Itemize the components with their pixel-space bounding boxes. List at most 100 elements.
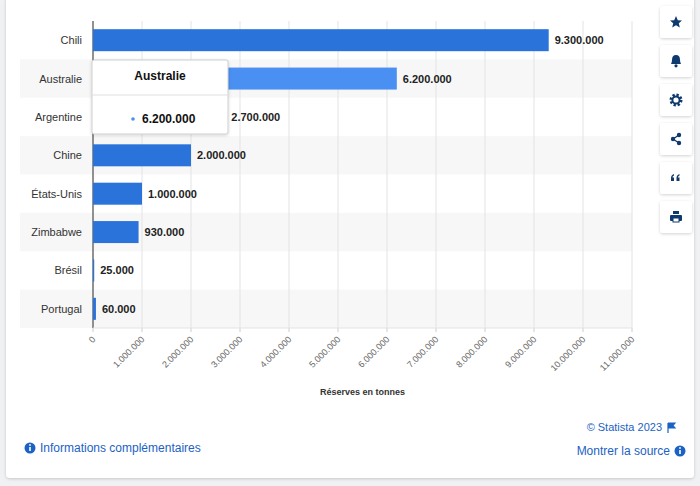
tick-mark: [485, 328, 486, 332]
data-label: 2.700.000: [231, 111, 280, 123]
row-band: [20, 213, 632, 251]
icon-info-dot: [679, 447, 681, 449]
icon-print-paper: [673, 211, 679, 214]
bar: [93, 183, 142, 205]
tick-mark: [583, 328, 584, 332]
data-label: 25.000: [100, 264, 134, 276]
toolbar-button[interactable]: [660, 162, 692, 194]
icon-share-node: [677, 141, 681, 145]
icon-info-dot: [29, 444, 31, 446]
icon-info-bar: [679, 450, 681, 454]
tick-mark: [436, 328, 437, 332]
tooltip-box: [92, 60, 228, 134]
bar: [93, 298, 96, 320]
grid-line: [583, 21, 584, 328]
toolbar-box: [660, 45, 692, 77]
icon-quote: [677, 174, 680, 181]
icon-flag: [668, 423, 675, 433]
bar: [93, 29, 549, 51]
toolbar-box: [660, 162, 692, 194]
tick-label: 3.000.000: [209, 334, 244, 369]
icon-gear-teeth: [671, 95, 681, 105]
toolbar-box: [660, 84, 692, 116]
row-band: [20, 136, 632, 174]
data-label: 9.300.000: [555, 34, 604, 46]
bar: [93, 221, 139, 243]
icon-info: [25, 443, 36, 454]
category-label: Portugal: [41, 303, 82, 315]
icon-info-bar: [29, 447, 31, 451]
tick-mark: [191, 328, 192, 332]
source-link[interactable]: Montrer la source: [577, 444, 671, 458]
tooltip-dot: [131, 117, 135, 121]
tick-label: 2.000.000: [160, 334, 195, 369]
grid-line: [632, 21, 633, 328]
bar: [93, 144, 191, 166]
icon-share-node: [677, 133, 681, 137]
icon-bell: [671, 55, 681, 64]
category-label: Chili: [61, 34, 82, 46]
tick-mark: [338, 328, 339, 332]
credit[interactable]: © Statista 2023: [587, 421, 662, 433]
bar: [93, 259, 94, 281]
tick-label: 6.000.000: [356, 334, 391, 369]
tick-mark: [534, 328, 535, 332]
category-label: Argentine: [35, 111, 82, 123]
category-label: Australie: [39, 73, 82, 85]
toolbar-box: [660, 6, 692, 38]
icon-print-body: [670, 215, 682, 221]
toolbar-box: [660, 201, 692, 233]
tick-mark: [240, 328, 241, 332]
icon-quote: [671, 174, 674, 181]
icon-star: [670, 16, 682, 28]
toolbar-box: [660, 123, 692, 155]
toolbar-button[interactable]: [660, 84, 692, 116]
tooltip: Australie 6.200.000: [92, 60, 228, 134]
toolbar-button[interactable]: [660, 45, 692, 77]
tick-mark: [142, 328, 143, 332]
category-label: États-Unis: [31, 188, 82, 200]
data-label: 930.000: [145, 226, 185, 238]
tick-mark: [632, 328, 633, 332]
tooltip-value: 6.200.000: [142, 112, 196, 126]
tick-label: 5.000.000: [307, 334, 342, 369]
tooltip-title: Australie: [134, 69, 186, 83]
tick-label: 0: [87, 334, 98, 345]
toolbar-button[interactable]: [660, 6, 692, 38]
tick-label: 4.000.000: [258, 334, 293, 369]
row-band: [20, 290, 632, 328]
grid-line: [534, 21, 535, 328]
toolbar-button[interactable]: [660, 123, 692, 155]
grid-line: [289, 21, 290, 328]
card: [6, 0, 694, 478]
tick-label: 8.000.000: [454, 334, 489, 369]
grid-line: [338, 21, 339, 328]
tick-label: 1.000.000: [111, 334, 146, 369]
grid-line: [485, 21, 486, 328]
icon-bell-clapper: [674, 64, 677, 67]
data-label: 1.000.000: [148, 188, 197, 200]
bars: [93, 29, 549, 320]
category-label: Brésil: [54, 264, 82, 276]
axis-title: Réserves en tonnes: [320, 387, 405, 397]
icon-gear: [672, 96, 679, 103]
icon-info: [675, 446, 686, 457]
tick-mark: [93, 328, 94, 332]
tick-label: 9.000.000: [503, 334, 538, 369]
category-label: Zimbabwe: [31, 226, 82, 238]
grid-line: [387, 21, 388, 328]
chart-root: 0 1.000.000 2.000.000 3.000.000 4.000.000 5.0…: [0, 0, 700, 486]
tick-mark: [289, 328, 290, 332]
toolbar-button[interactable]: [660, 201, 692, 233]
data-label: 60.000: [102, 303, 136, 315]
info-link[interactable]: Informations complémentaires: [40, 441, 201, 455]
tick-label: 10.000.000: [548, 334, 587, 373]
grid-line: [240, 21, 241, 328]
tick-label: 7.000.000: [405, 334, 440, 369]
tick-label: 11.000.000: [598, 334, 636, 372]
tick-mark: [387, 328, 388, 332]
axis-line: [93, 328, 632, 329]
tooltip-divider: [92, 95, 228, 96]
icon-print-out: [673, 218, 679, 222]
grid-line: [436, 21, 437, 328]
